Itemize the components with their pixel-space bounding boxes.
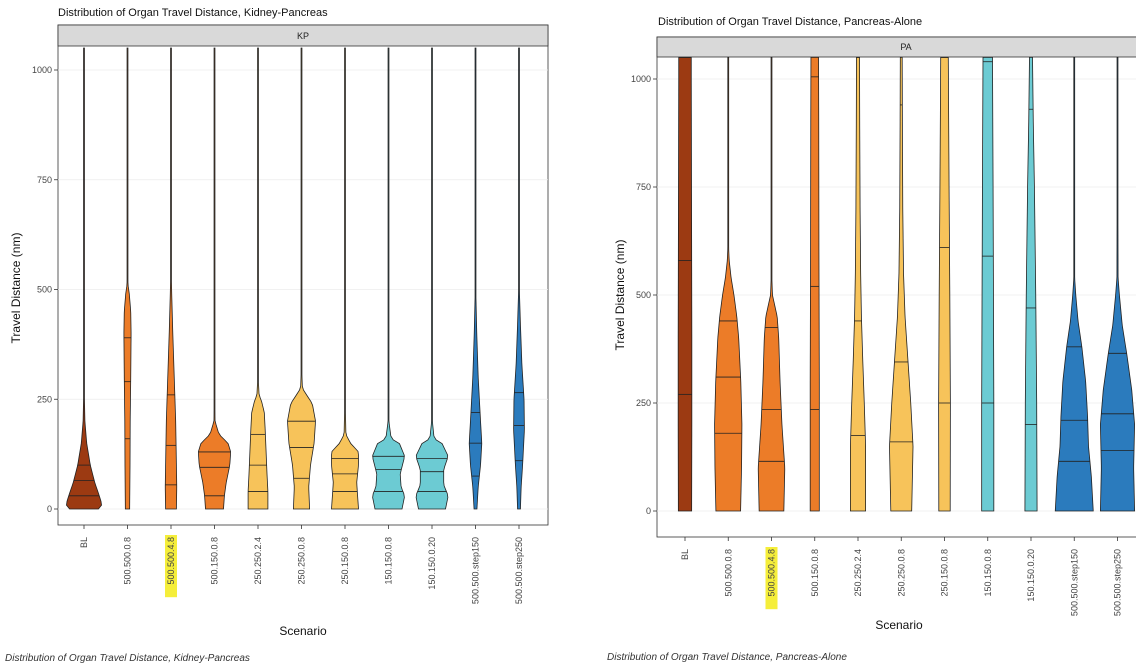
- x-tick-label: 250.150.0.8: [340, 537, 350, 585]
- x-tick-label: 500.500.4.8: [767, 549, 777, 597]
- y-ticks-left: 0 250 500 750 1000: [32, 65, 58, 514]
- facet-strip-left: [57, 24, 549, 47]
- x-axis-label-right: Scenario: [875, 618, 923, 632]
- y-axis-label-right: Travel Distance (nm): [613, 240, 627, 351]
- violin-500.500.step150: [468, 47, 483, 510]
- y-tick-label: 1000: [631, 74, 651, 84]
- violins-right: [677, 57, 1136, 512]
- violin-500.500.step250: [513, 47, 525, 510]
- y-ticks-right: 0 250 500 750 1000: [631, 74, 657, 516]
- x-tick-500.150.0.8: 500.150.0.8: [210, 537, 220, 585]
- x-tick-label: 500.150.0.8: [210, 537, 220, 585]
- x-tick-BL: BL: [79, 537, 89, 548]
- x-tick-label: 500.500.step150: [1069, 549, 1079, 616]
- facet-label-right: PA: [900, 42, 911, 52]
- highlight-marker: [165, 535, 177, 598]
- violin-BL: [66, 47, 102, 510]
- x-tick-250.250.0.8: 250.250.0.8: [297, 537, 307, 585]
- x-tick-250.150.0.8: 250.150.0.8: [940, 549, 950, 597]
- violin-500.500.0.8: [123, 47, 132, 510]
- y-tick-label: 500: [636, 290, 651, 300]
- x-ticks-left: BL 500.500.0.8 500.500.4.8 500.150.0.8 250.2…: [79, 525, 524, 604]
- x-tick-label: 500.500.step250: [1113, 549, 1123, 616]
- x-tick-label: 250.150.0.8: [940, 549, 950, 597]
- x-tick-label: 250.250.0.8: [297, 537, 307, 585]
- x-tick-label: 150.150.0.8: [983, 549, 993, 597]
- x-tick-500.500.step150: 500.500.step150: [1069, 549, 1079, 616]
- x-tick-label: 250.250.0.8: [896, 549, 906, 597]
- chart-pancreas-alone: Distribution of Organ Travel Distance, P…: [613, 16, 1136, 632]
- violin-500.500.4.8: [757, 57, 786, 512]
- y-tick-label: 500: [37, 285, 52, 295]
- x-tick-label: 150.150.0.20: [427, 537, 437, 590]
- violin-250.250.0.8: [287, 47, 316, 510]
- caption-left: Distribution of Organ Travel Distance, K…: [5, 653, 250, 664]
- violin-150.150.0.8: [372, 47, 405, 510]
- violin-250.150.0.8: [331, 47, 359, 510]
- caption-right: Distribution of Organ Travel Distance, P…: [607, 652, 847, 663]
- y-tick-label: 0: [47, 504, 52, 514]
- x-axis-label-left: Scenario: [279, 624, 327, 638]
- x-tick-label: 500.500.0.8: [123, 537, 133, 585]
- facet-strip-right: [656, 36, 1136, 58]
- x-tick-label: BL: [79, 537, 89, 548]
- x-tick-500.500.4.8: 500.500.4.8: [165, 535, 177, 598]
- y-tick-label: 250: [37, 394, 52, 404]
- x-tick-150.150.0.20: 150.150.0.20: [427, 537, 437, 590]
- y-tick-label: 750: [37, 175, 52, 185]
- y-axis-label-left: Travel Distance (nm): [9, 233, 23, 344]
- x-tick-label: 500.500.0.8: [723, 549, 733, 597]
- x-tick-500.500.4.8: 500.500.4.8: [765, 547, 778, 610]
- x-tick-500.500.0.8: 500.500.0.8: [723, 549, 733, 597]
- violin-250.250.0.8: [889, 57, 914, 512]
- violin-150.150.0.20: [415, 47, 449, 510]
- x-tick-500.500.step250: 500.500.step250: [1113, 549, 1123, 616]
- x-tick-150.150.0.8: 150.150.0.8: [983, 549, 993, 597]
- violin-500.150.0.8: [809, 57, 820, 512]
- x-tick-250.150.0.8: 250.150.0.8: [340, 537, 350, 585]
- x-tick-label: 150.150.0.20: [1026, 549, 1036, 602]
- x-tick-label: 150.150.0.8: [384, 537, 394, 585]
- x-tick-BL: BL: [680, 549, 690, 560]
- x-tick-250.250.2.4: 250.250.2.4: [253, 537, 263, 585]
- violin-250.250.2.4: [247, 47, 269, 510]
- y-tick-label: 750: [636, 182, 651, 192]
- facet-label-left: KP: [297, 31, 309, 41]
- x-tick-label: 500.500.step150: [471, 537, 481, 604]
- highlight-marker: [765, 547, 778, 610]
- x-tick-label: 500.150.0.8: [810, 549, 820, 597]
- chart-title-right: Distribution of Organ Travel Distance, P…: [658, 16, 922, 28]
- x-tick-250.250.2.4: 250.250.2.4: [853, 549, 863, 597]
- violin-500.150.0.8: [198, 47, 231, 510]
- violin-150.150.0.20: [1024, 57, 1038, 512]
- y-tick-label: 0: [646, 506, 651, 516]
- x-ticks-right: BL 500.500.0.8 500.500.4.8 500.150.0.8 250.2…: [680, 537, 1123, 616]
- violin-BL: [677, 57, 693, 512]
- x-tick-label: 250.250.2.4: [853, 549, 863, 597]
- violin-250.150.0.8: [938, 57, 951, 512]
- chart-title-left: Distribution of Organ Travel Distance, K…: [58, 7, 328, 19]
- chart-kidney-pancreas: Distribution of Organ Travel Distance, K…: [9, 7, 549, 638]
- violin-500.500.4.8: [164, 47, 178, 510]
- x-tick-500.150.0.8: 500.150.0.8: [810, 549, 820, 597]
- violin-500.500.0.8: [714, 57, 743, 512]
- violin-150.150.0.8: [981, 57, 995, 512]
- x-tick-label: 250.250.2.4: [253, 537, 263, 585]
- x-tick-label: BL: [680, 549, 690, 560]
- x-tick-500.500.step150: 500.500.step150: [471, 537, 481, 604]
- violin-500.500.step150: [1054, 57, 1094, 512]
- violins-left: [66, 47, 525, 510]
- x-tick-label: 500.500.4.8: [166, 537, 176, 585]
- x-tick-250.250.0.8: 250.250.0.8: [896, 549, 906, 597]
- x-tick-500.500.step250: 500.500.step250: [514, 537, 524, 604]
- x-tick-150.150.0.8: 150.150.0.8: [384, 537, 394, 585]
- violin-500.500.step250: [1099, 57, 1136, 512]
- x-tick-150.150.0.20: 150.150.0.20: [1026, 549, 1036, 602]
- y-tick-label: 250: [636, 398, 651, 408]
- x-tick-label: 500.500.step250: [514, 537, 524, 604]
- y-tick-label: 1000: [32, 65, 52, 75]
- x-tick-500.500.0.8: 500.500.0.8: [123, 537, 133, 585]
